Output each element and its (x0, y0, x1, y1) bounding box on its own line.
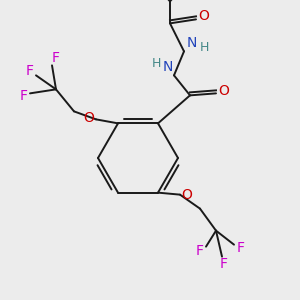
Text: O: O (84, 111, 94, 125)
Text: O: O (219, 84, 230, 98)
Text: F: F (26, 64, 34, 78)
Text: O: O (199, 9, 209, 23)
Text: O: O (182, 188, 192, 202)
Text: H: H (199, 41, 209, 54)
Text: F: F (220, 256, 228, 271)
Text: F: F (237, 241, 245, 255)
Text: F: F (52, 51, 60, 65)
Text: H: H (151, 57, 161, 70)
Text: F: F (196, 244, 204, 258)
Text: N: N (163, 60, 173, 74)
Text: N: N (187, 36, 197, 50)
Text: F: F (20, 89, 28, 103)
